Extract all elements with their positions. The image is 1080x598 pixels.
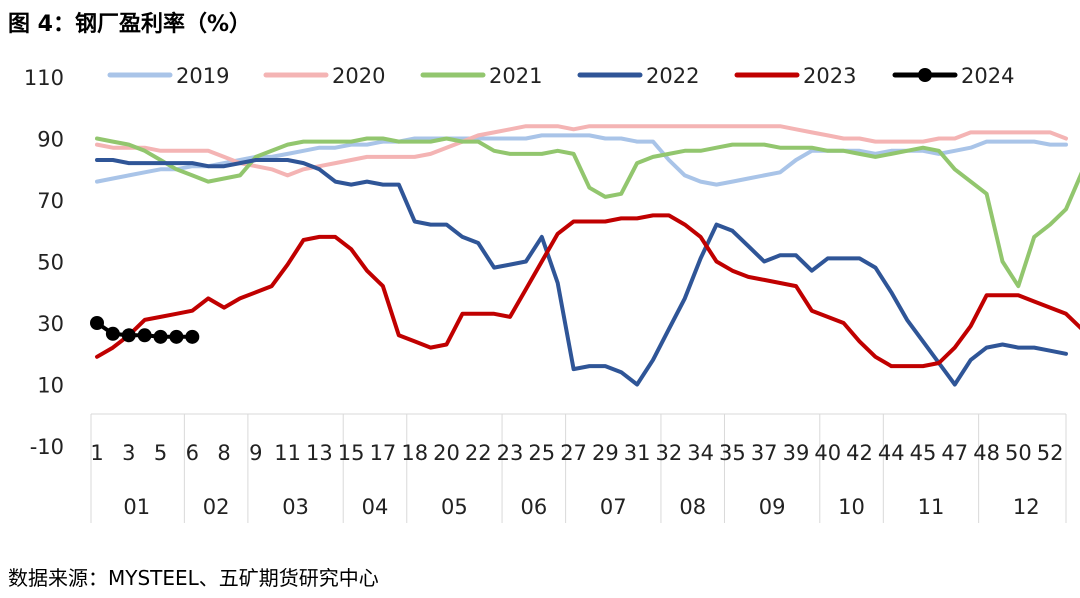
x-week-label: 20 [433, 441, 460, 465]
x-week-label: 18 [401, 441, 428, 465]
legend-label-2019: 2019 [176, 64, 229, 88]
y-tick-label: 90 [37, 128, 64, 152]
series-point-2024 [185, 329, 200, 344]
x-week-label: 44 [878, 441, 905, 465]
legend: 2019 2020 2021 2022 2023 2024 [107, 64, 1014, 88]
x-week-label: 29 [592, 441, 619, 465]
x-week-label: 32 [656, 441, 683, 465]
data-source: 数据来源：MYSTEEL、五矿期货研究中心 [8, 566, 379, 590]
series-point-2024 [153, 329, 168, 344]
x-month-label: 02 [203, 495, 230, 519]
x-week-label: 50 [1005, 441, 1032, 465]
legend-label-2020: 2020 [332, 64, 385, 88]
legend-label-2021: 2021 [489, 64, 542, 88]
x-week-label: 40 [814, 441, 841, 465]
x-week-label: 25 [528, 441, 555, 465]
x-month-label: 04 [362, 495, 389, 519]
x-week-label: 31 [624, 441, 651, 465]
chart-title: 图 4：钢厂盈利率（%） [8, 12, 252, 37]
y-tick-label: 70 [37, 189, 64, 213]
x-week-label: 5 [154, 441, 167, 465]
x-week-label: 22 [465, 441, 492, 465]
x-week-label: 3 [122, 441, 135, 465]
series-line-2022 [95, 158, 1068, 387]
x-month-label: 03 [282, 495, 309, 519]
x-week-label: 17 [370, 441, 397, 465]
legend-label-2023: 2023 [803, 64, 856, 88]
y-tick-label: 110 [24, 66, 64, 90]
x-week-label: 27 [560, 441, 587, 465]
x-week-label: 6 [186, 441, 199, 465]
x-week-label: 45 [910, 441, 937, 465]
series-line-2021 [95, 136, 1080, 289]
x-month-label: 07 [600, 495, 627, 519]
x-month-label: 10 [838, 495, 865, 519]
series-point-2024 [137, 328, 152, 343]
y-tick-label: 10 [37, 374, 64, 398]
series-point-2024 [169, 329, 184, 344]
x-week-label: 48 [973, 441, 1000, 465]
x-month-label: 08 [679, 495, 706, 519]
legend-label-2022: 2022 [646, 64, 699, 88]
x-month-label: 12 [1013, 495, 1040, 519]
x-week-label: 23 [497, 441, 524, 465]
x-month-label: 01 [123, 495, 150, 519]
y-tick-label: 50 [37, 251, 64, 275]
x-week-label: 34 [687, 441, 714, 465]
x-week-label: 1 [90, 441, 103, 465]
x-month-label: 06 [520, 495, 547, 519]
series-point-2024 [105, 326, 120, 341]
x-week-label: 9 [249, 441, 262, 465]
x-month-label: 09 [759, 495, 786, 519]
x-week-label: 37 [751, 441, 778, 465]
series-point-2024 [121, 328, 136, 343]
x-week-label: 11 [274, 441, 301, 465]
x-month-label: 11 [918, 495, 945, 519]
series-layer [90, 124, 1080, 387]
x-week-label: 15 [338, 441, 365, 465]
series-point-2024 [90, 316, 104, 330]
x-week-label: 42 [846, 441, 873, 465]
x-week-label: 8 [217, 441, 230, 465]
legend-marker-2024 [918, 68, 932, 82]
x-week-label: 52 [1037, 441, 1064, 465]
y-tick-label: 30 [37, 312, 64, 336]
x-week-label: 47 [941, 441, 968, 465]
y-tick-label: -10 [30, 435, 64, 459]
series-line-2023 [95, 213, 1080, 369]
legend-label-2024: 2024 [961, 64, 1014, 88]
x-week-label: 35 [719, 441, 746, 465]
x-week-label: 13 [306, 441, 333, 465]
x-month-label: 05 [441, 495, 468, 519]
x-week-label: 39 [783, 441, 810, 465]
series-line-2020 [95, 124, 1068, 178]
